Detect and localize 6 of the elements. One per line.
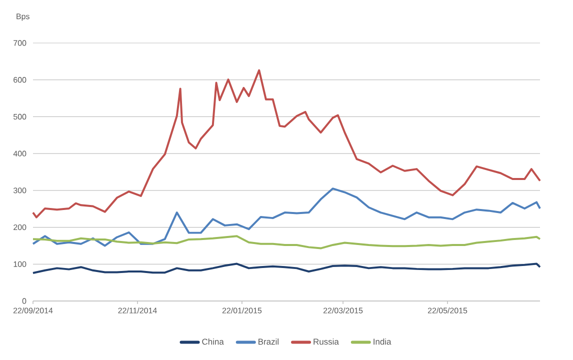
legend-label: China (202, 338, 224, 345)
legend-label: India (374, 338, 392, 345)
line-series (32, 235, 542, 250)
legend-label: Brazil (258, 338, 278, 345)
line-series (32, 69, 542, 218)
legend-label: Russia (314, 338, 339, 345)
